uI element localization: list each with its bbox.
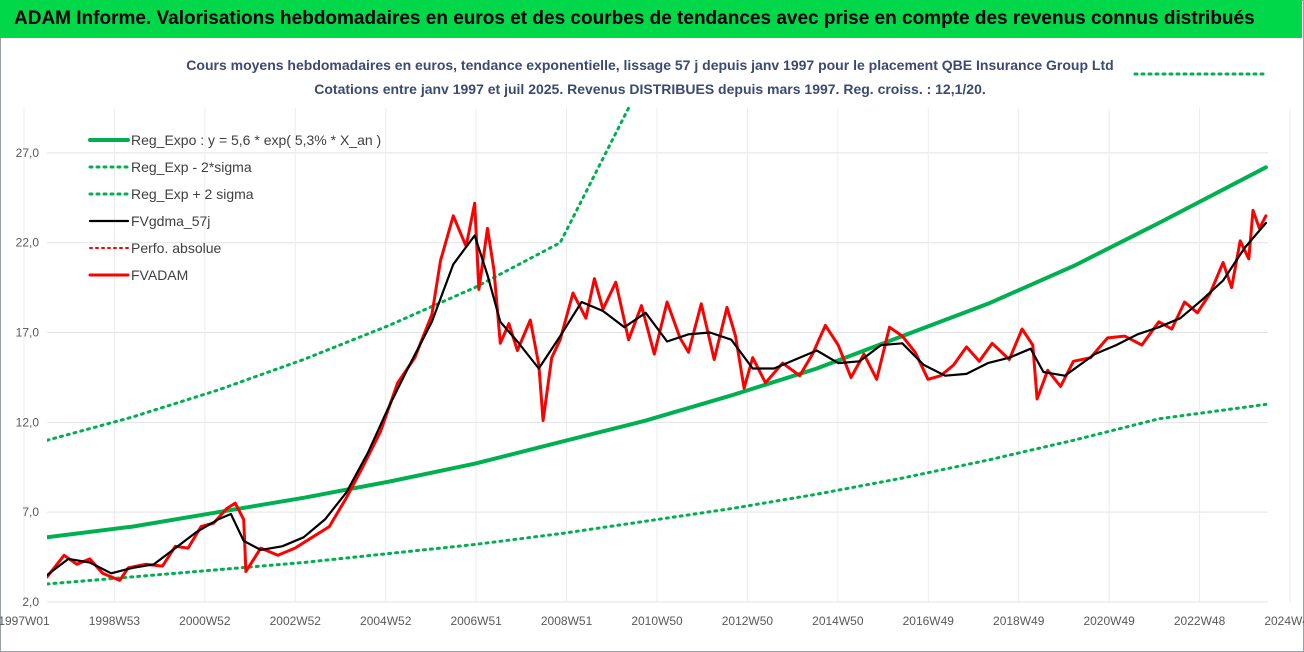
x-tick-label: 2020W49: [1083, 614, 1135, 628]
series-line-reg-exp-plus-2sigma: [47, 106, 631, 442]
x-tick-label: 1998W53: [89, 614, 141, 628]
y-tick-label: 22,0: [16, 236, 40, 250]
x-tick-label: 2014W50: [812, 614, 864, 628]
legend-label-fvgdma-57j: FVgdma_57j: [131, 213, 210, 229]
legend-label-reg-exp-minus-2sigma: Reg_Exp - 2*sigma: [131, 159, 252, 175]
x-tick-label: 2006W51: [450, 614, 502, 628]
chart-title-line1: Cours moyens hebdomadaires en euros, ten…: [186, 57, 1113, 73]
legend: Reg_Expo : y = 5,6 * exp( 5,3% * X_an ) R…: [88, 132, 381, 283]
chart-title-line2: Cotations entre janv 1997 et juil 2025. …: [314, 81, 986, 97]
x-tick-label: 2012W50: [722, 614, 774, 628]
y-tick-label: 7,0: [22, 505, 39, 519]
x-tick-label: 2010W50: [631, 614, 683, 628]
legend-label-perfo-absolue: Perfo. absolue: [131, 240, 221, 256]
series-line-reg-exp-minus-2sigma: [47, 402, 1268, 586]
x-tick-label: 2022W48: [1174, 614, 1226, 628]
legend-label-fvadam: FVADAM: [131, 267, 188, 283]
y-axis-ticks: 2,0 7,0 12,0 17,0 22,0 27,0: [16, 146, 40, 609]
x-tick-label: 1997W01: [0, 614, 50, 628]
x-tick-label: 2018W49: [993, 614, 1045, 628]
legend-label-reg-exp-plus-2sigma: Reg_Exp + 2 sigma: [131, 186, 254, 202]
y-tick-label: 12,0: [16, 415, 40, 429]
x-tick-label: 2002W52: [270, 614, 322, 628]
y-tick-label: 27,0: [16, 146, 40, 160]
series-line-fvgdma-57j: [47, 221, 1267, 577]
plot-area: [47, 106, 1268, 586]
x-tick-label: 2004W52: [360, 614, 412, 628]
gridlines: [23, 108, 1291, 603]
x-tick-label: 2016W49: [903, 614, 955, 628]
series-line-reg-expo: [47, 165, 1268, 540]
x-tick-label: 2000W52: [179, 614, 231, 628]
report-title: ADAM Informe. Valorisations hebdomadaire…: [0, 0, 1302, 38]
x-tick-label: 2008W51: [541, 614, 593, 628]
x-axis-ticks: 1997W01 1998W53 2000W52 2002W52 2004W52 2006W…: [0, 614, 1304, 628]
series-line-fvadam: [47, 201, 1268, 582]
y-tick-label: 17,0: [16, 326, 40, 340]
legend-label-reg-expo: Reg_Expo : y = 5,6 * exp( 5,3% * X_an ): [131, 132, 381, 148]
x-tick-label: 2024W48: [1264, 614, 1304, 628]
y-tick-label: 2,0: [22, 595, 39, 609]
